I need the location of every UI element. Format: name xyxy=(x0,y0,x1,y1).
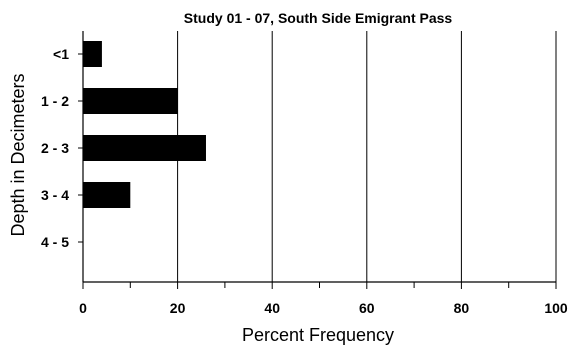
x-tick-label-80: 80 xyxy=(454,300,470,316)
y-axis-label: Depth in Decimeters xyxy=(8,73,28,236)
axes xyxy=(78,31,557,289)
y-tick-label-3: 3 - 4 xyxy=(41,187,69,203)
chart-title: Study 01 - 07, South Side Emigrant Pass xyxy=(184,10,453,26)
y-tick-label-2: 2 - 3 xyxy=(41,140,69,156)
x-tick-label-60: 60 xyxy=(359,300,375,316)
bar-1 xyxy=(83,88,178,114)
gridlines xyxy=(177,31,557,282)
x-tick-label-20: 20 xyxy=(170,300,186,316)
y-tick-labels: <1 1 - 2 2 - 3 3 - 4 4 - 5 xyxy=(41,46,69,250)
bar-3 xyxy=(83,182,131,208)
x-axis-label: Percent Frequency xyxy=(242,325,394,345)
x-tick-labels: 0 20 40 60 80 100 xyxy=(79,300,568,316)
bars xyxy=(83,41,206,208)
bar-2 xyxy=(83,135,206,161)
bar-0 xyxy=(83,41,102,67)
y-tick-label-0: <1 xyxy=(53,46,69,62)
x-tick-label-100: 100 xyxy=(544,300,568,316)
y-tick-label-1: 1 - 2 xyxy=(41,93,69,109)
x-tick-label-0: 0 xyxy=(79,300,87,316)
x-tick-label-40: 40 xyxy=(264,300,280,316)
y-tick-label-4: 4 - 5 xyxy=(41,234,69,250)
